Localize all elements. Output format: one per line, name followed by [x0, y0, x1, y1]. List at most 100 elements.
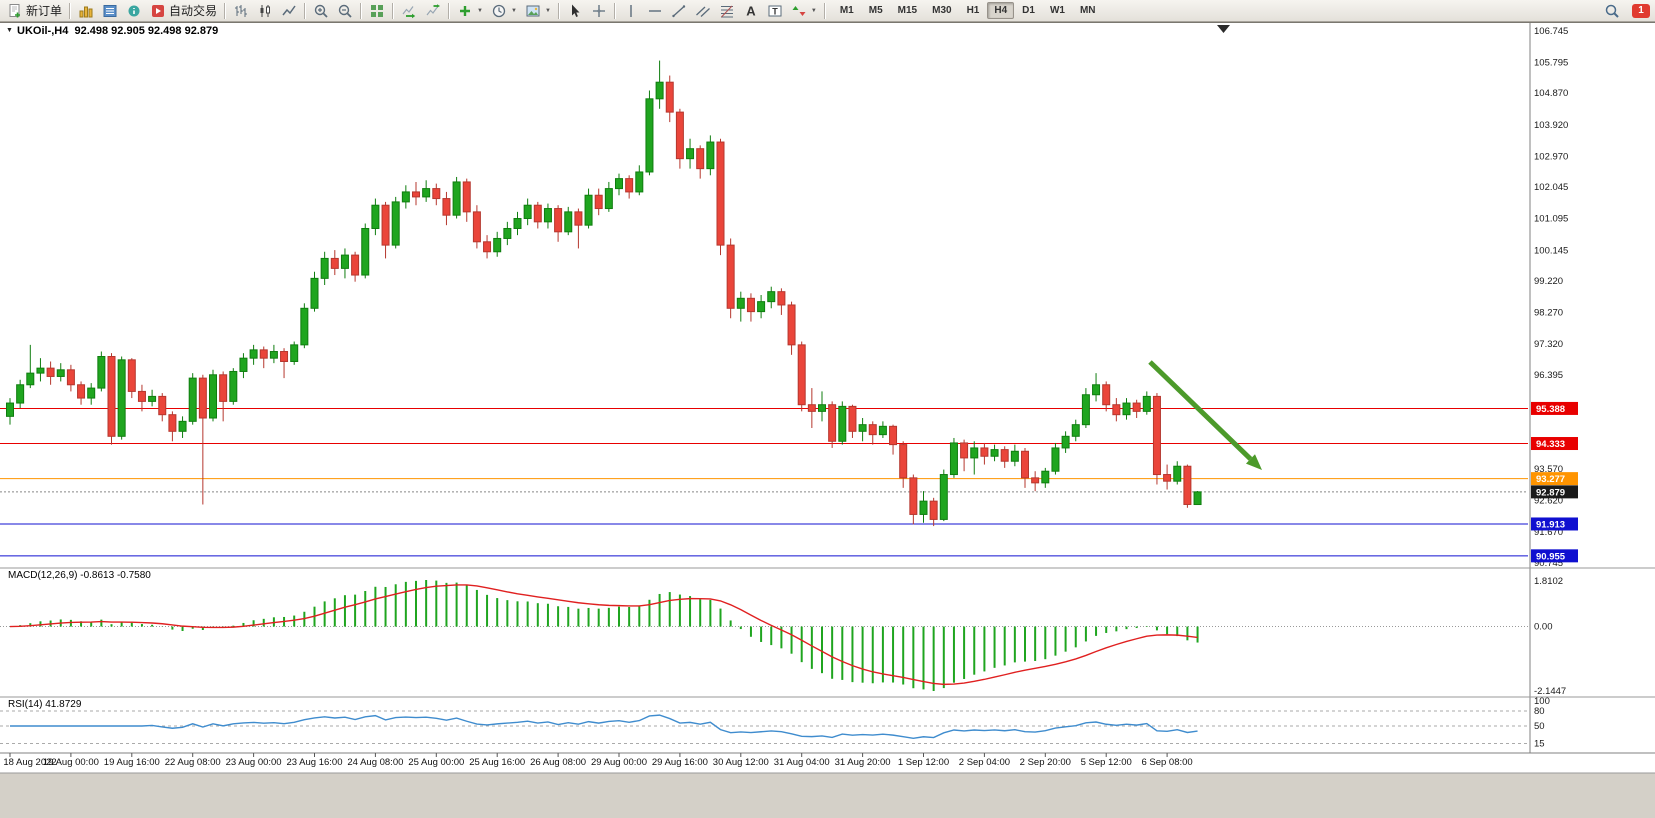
candle [239, 353, 248, 379]
candle-chart-button[interactable] [253, 1, 277, 21]
time-axis-label: 22 Aug 08:00 [165, 757, 221, 768]
candle [483, 235, 492, 259]
candle [828, 401, 837, 448]
templates-button[interactable]: ▼ [521, 1, 555, 21]
new-order-button[interactable]: 新订单 [3, 1, 66, 21]
zoom-out-button[interactable] [333, 1, 357, 21]
arrow-annotation[interactable] [1148, 360, 1262, 470]
status-strip [0, 773, 1655, 818]
horizontal-line-button[interactable] [643, 1, 667, 21]
rsi-label: RSI(14) 41.8729 [8, 699, 82, 710]
horizontal-line-95.388[interactable]: 95.388 [0, 401, 1578, 415]
horizontal-line-90.955[interactable]: 90.955 [0, 549, 1578, 563]
vertical-line-button[interactable] [619, 1, 643, 21]
price-tag-label: 95.388 [1536, 404, 1565, 415]
timeframe-d1-button[interactable]: D1 [1022, 5, 1035, 16]
search-icon [1605, 4, 1619, 18]
candle [929, 497, 938, 527]
candle [442, 191, 451, 226]
candle [340, 248, 349, 279]
horizontal-line-91.913[interactable]: 91.913 [0, 517, 1578, 531]
data-window-button[interactable] [122, 1, 146, 21]
indicators-button[interactable]: ▼ [453, 1, 487, 21]
horizontal-line-icon [648, 9, 661, 12]
notification-badge[interactable]: 1 [1632, 3, 1650, 18]
search-button[interactable] [1600, 1, 1624, 21]
market-watch-button[interactable] [98, 1, 122, 21]
candle [219, 371, 228, 422]
candle [1163, 464, 1172, 490]
candle [381, 201, 390, 259]
candle [838, 401, 847, 445]
time-axis-label: 5 Sep 12:00 [1081, 757, 1132, 768]
macd-panel: 1.8102 0.00 -2.1447 [0, 576, 1566, 697]
candle [787, 301, 796, 355]
candle [249, 344, 258, 365]
candle [107, 353, 116, 445]
fibonacci-button[interactable] [715, 1, 739, 21]
candle [320, 251, 329, 286]
price-tag[interactable] [1531, 401, 1578, 415]
horizontal-line-94.333[interactable]: 94.333 [0, 437, 1578, 451]
trendline-button[interactable] [667, 1, 691, 21]
candle [46, 361, 55, 385]
price-tag[interactable] [1531, 485, 1578, 499]
timeframe-w1-button[interactable]: W1 [1049, 5, 1065, 16]
periods-button[interactable]: ▼ [487, 1, 521, 21]
price-tag[interactable] [1531, 472, 1578, 486]
rsi-axis-label: 50 [1534, 721, 1545, 732]
timeframe-h4-button[interactable]: H4 [987, 2, 1015, 19]
cursor-button[interactable] [563, 1, 587, 21]
timeframe-m30-button[interactable]: M30 [932, 5, 952, 16]
chart-title: UKOil-,H4 92.498 92.905 92.498 92.879 [17, 25, 218, 37]
price-tag[interactable] [1531, 549, 1578, 563]
time-axis-label: 30 Aug 12:00 [713, 757, 769, 768]
time-axis-label: 19 Aug 16:00 [104, 757, 160, 768]
timeframe-h1-button[interactable]: H1 [966, 5, 980, 16]
price-tag-label: 94.333 [1536, 439, 1565, 450]
time-axis-label: 29 Aug 16:00 [652, 757, 708, 768]
text-button[interactable]: A [739, 1, 763, 21]
line-chart-button[interactable] [277, 1, 301, 21]
auto-scroll-button[interactable] [397, 1, 421, 21]
timeframe-m1-button[interactable]: M1 [839, 5, 854, 16]
chart-shift-button[interactable] [421, 1, 445, 21]
candle [290, 341, 299, 365]
bar-chart-button[interactable] [229, 1, 253, 21]
candle [1081, 388, 1090, 428]
channel-icon [695, 6, 710, 17]
tile-windows-button[interactable] [365, 1, 389, 21]
timeframe-m5-button[interactable]: M5 [868, 5, 883, 16]
candle [878, 421, 887, 438]
candle [361, 223, 370, 279]
price-axis-label: 102.970 [1534, 151, 1568, 162]
zoom-in-button[interactable] [309, 1, 333, 21]
new-order-button-label: 新订单 [26, 4, 63, 18]
horizontal-line-93.277[interactable]: 93.277 [0, 472, 1578, 486]
candle [269, 344, 278, 364]
textbox-button[interactable]: T [763, 1, 787, 21]
candle [889, 424, 898, 455]
candle [706, 135, 715, 176]
arrows-button[interactable]: ▼ [787, 1, 821, 21]
scroll-marker-icon[interactable] [1217, 25, 1230, 33]
timeframe-m15-button[interactable]: M15 [897, 5, 918, 16]
oneclick-expand-icon[interactable]: ▼ [6, 27, 13, 34]
candle [797, 341, 806, 412]
candle [554, 205, 563, 242]
horizontal-line-92.879[interactable]: 92.879 [0, 485, 1578, 499]
autotrade-button[interactable]: 自动交易 [146, 1, 221, 21]
timeframe-mn-button[interactable]: MN [1079, 5, 1096, 16]
time-axis-label: 1 Sep 12:00 [898, 757, 949, 768]
crosshair-icon [592, 4, 605, 17]
price-tag[interactable] [1531, 517, 1578, 531]
price-tag[interactable] [1531, 437, 1578, 451]
crosshair-button[interactable] [587, 1, 611, 21]
candle [1173, 461, 1182, 485]
candle [1041, 467, 1050, 488]
time-axis-label: 23 Aug 16:00 [287, 757, 343, 768]
channel-button[interactable] [691, 1, 715, 21]
charts-window-button[interactable] [74, 1, 98, 21]
